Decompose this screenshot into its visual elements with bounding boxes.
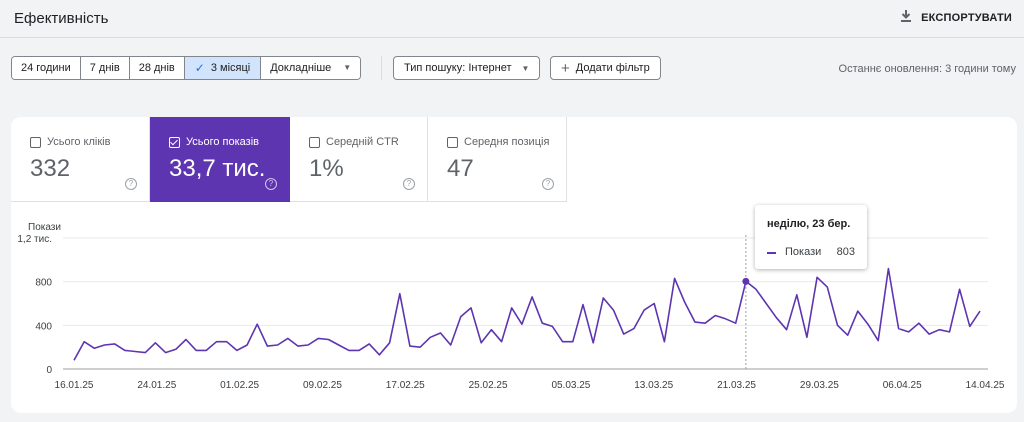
search-type-dropdown[interactable]: Тип пошуку: Інтернет ▼	[393, 56, 541, 80]
x-tick-label: 01.02.25	[220, 380, 259, 391]
metric-label: Середній CTR	[309, 136, 399, 148]
metric-total-impressions[interactable]: Усього показів 33,7 тис. ?	[150, 117, 290, 202]
tooltip-series-name: Покази	[785, 246, 822, 258]
metric-average-ctr[interactable]: Середній CTR 1% ?	[290, 117, 428, 202]
top-bar: Ефективність ЕКСПОРТУВАТИ	[0, 0, 1024, 38]
range-28d[interactable]: 28 днів	[129, 57, 185, 79]
add-filter-button[interactable]: + Додати фільтр	[550, 56, 661, 80]
x-tick-label: 25.02.25	[469, 380, 508, 391]
tooltip-date: неділю, 23 бер.	[767, 218, 851, 230]
y-tick-label: 400	[35, 321, 52, 332]
checkbox-icon[interactable]	[30, 136, 41, 148]
y-tick-label: 0	[46, 365, 52, 376]
metric-total-clicks[interactable]: Усього кліків 332 ?	[11, 117, 150, 202]
metric-position-label: Середня позиція	[464, 136, 550, 148]
hover-point	[742, 277, 750, 285]
metric-label: Усього кліків	[30, 136, 110, 148]
checkbox-icon[interactable]	[447, 136, 458, 148]
performance-card: Усього кліків 332 ? Усього показів 33,7 …	[11, 117, 1017, 413]
metric-label: Усього показів	[169, 136, 259, 148]
help-icon[interactable]: ?	[403, 178, 415, 190]
y-tick-label: 1,2 тис.	[17, 234, 52, 245]
x-tick-label: 16.01.25	[55, 380, 94, 391]
help-icon[interactable]: ?	[542, 178, 554, 190]
series-line-impressions	[73, 267, 981, 361]
range-3m-label: 3 місяці	[210, 62, 251, 74]
metric-label: Середня позиція	[447, 136, 549, 148]
metric-ctr-value: 1%	[309, 155, 344, 182]
metric-average-position[interactable]: Середня позиція 47 ?	[428, 117, 567, 202]
help-icon[interactable]: ?	[265, 178, 277, 190]
dropdown-arrow-icon: ▼	[343, 63, 352, 72]
y-tick-label: 800	[35, 278, 52, 289]
checkbox-icon[interactable]	[309, 136, 320, 148]
export-button[interactable]: ЕКСПОРТУВАТИ	[899, 9, 1012, 26]
search-type-label: Тип пошуку: Інтернет	[404, 62, 512, 74]
metric-impressions-label: Усього показів	[186, 136, 259, 148]
chart-tooltip: неділю, 23 бер. Покази 803	[755, 205, 867, 269]
range-3m[interactable]: ✓ 3 місяці	[184, 57, 262, 79]
x-tick-label: 09.02.25	[303, 380, 342, 391]
dropdown-arrow-icon: ▼	[521, 63, 530, 73]
help-icon[interactable]: ?	[125, 178, 137, 190]
range-7d-label: 7 днів	[89, 62, 120, 74]
last-updated-text: Останнє оновлення: 3 години тому	[838, 63, 1016, 75]
metric-clicks-value: 332	[30, 155, 71, 182]
plus-icon: +	[561, 59, 570, 77]
x-tick-label: 17.02.25	[386, 380, 425, 391]
metric-ctr-label: Середній CTR	[326, 136, 399, 148]
range-more-dropdown[interactable]: Докладніше ▼	[261, 57, 361, 79]
date-range-selector: 24 години 7 днів 28 днів ✓ 3 місяці Докла…	[11, 56, 362, 80]
x-tick-label: 24.01.25	[137, 380, 176, 391]
x-tick-label: 13.03.25	[634, 380, 673, 391]
metric-clicks-label: Усього кліків	[47, 136, 111, 148]
range-24h-label: 24 години	[21, 62, 71, 74]
filter-divider	[381, 56, 382, 80]
download-icon	[899, 9, 913, 26]
y-axis-title: Покази	[28, 222, 61, 233]
check-icon: ✓	[194, 61, 205, 75]
range-28d-label: 28 днів	[138, 62, 175, 74]
tooltip-value: 803	[836, 246, 855, 258]
x-tick-label: 21.03.25	[717, 380, 756, 391]
checkbox-checked-icon[interactable]	[169, 136, 180, 148]
x-tick-label: 05.03.25	[551, 380, 590, 391]
x-tick-label: 06.04.25	[883, 380, 922, 391]
range-24h[interactable]: 24 години	[12, 57, 81, 79]
range-7d[interactable]: 7 днів	[80, 57, 130, 79]
x-tick-label: 14.04.25	[966, 380, 1005, 391]
filter-bar: 24 години 7 днів 28 днів ✓ 3 місяці Докла…	[0, 38, 1024, 98]
export-label: ЕКСПОРТУВАТИ	[921, 11, 1012, 24]
metric-position-value: 47	[447, 155, 474, 182]
add-filter-label: Додати фільтр	[575, 62, 650, 74]
x-tick-label: 29.03.25	[800, 380, 839, 391]
metric-impressions-value: 33,7 тис.	[169, 155, 266, 182]
tooltip-series-marker	[767, 252, 776, 254]
page-title: Ефективність	[14, 10, 109, 27]
range-more-label: Докладніше	[270, 62, 332, 74]
